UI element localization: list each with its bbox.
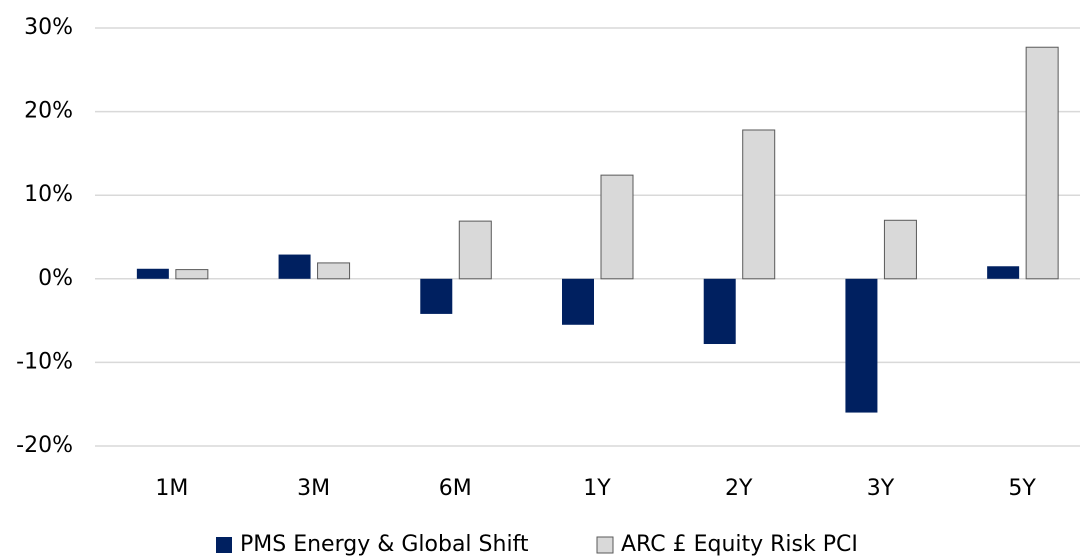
bar	[175, 269, 209, 280]
legend-swatch	[596, 536, 614, 554]
x-tick-label: 3Y	[867, 476, 895, 501]
bar	[317, 262, 351, 280]
x-tick-label: 6M	[439, 476, 472, 501]
x-tick-label: 1M	[155, 476, 188, 501]
y-tick-label: -10%	[16, 349, 73, 374]
y-tick-label: 20%	[24, 99, 73, 124]
x-tick-label: 1Y	[583, 476, 611, 501]
x-tick-label: 5Y	[1008, 476, 1036, 501]
legend-swatch	[216, 537, 232, 553]
bar	[458, 220, 492, 280]
bar	[420, 278, 453, 314]
bar	[562, 278, 594, 325]
bar	[742, 129, 776, 280]
legend-label: PMS Energy & Global Shift	[240, 532, 529, 557]
bar	[1025, 46, 1059, 280]
bar	[136, 268, 169, 279]
x-tick-label: 3M	[297, 476, 330, 501]
bar	[600, 174, 634, 280]
x-tick-label: 2Y	[725, 476, 753, 501]
bar	[278, 254, 311, 279]
legend-label: ARC £ Equity Risk PCI	[621, 532, 858, 557]
bar	[987, 266, 1020, 279]
bar	[703, 278, 736, 345]
bar	[845, 278, 878, 413]
y-tick-label: 10%	[24, 182, 73, 207]
y-tick-label: 0%	[38, 266, 73, 291]
bar	[883, 219, 917, 280]
y-tick-label: 30%	[24, 15, 73, 40]
y-tick-label: -20%	[16, 433, 73, 458]
